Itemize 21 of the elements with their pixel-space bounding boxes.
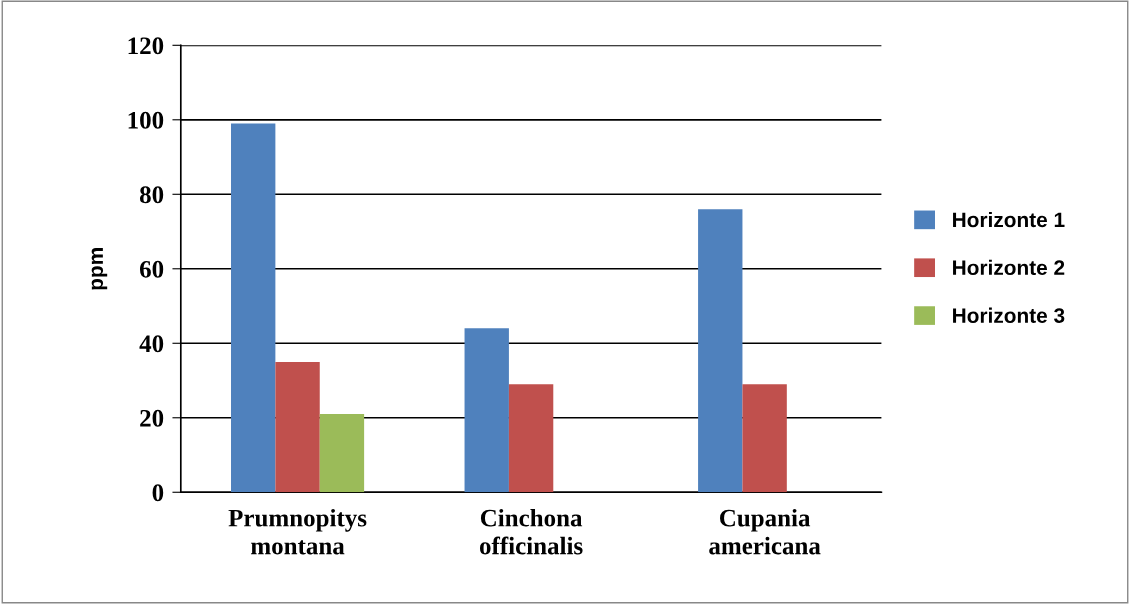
y-axis-title: ppm	[91, 248, 108, 290]
y-tick-label: 40	[139, 335, 164, 353]
bar	[508, 384, 554, 493]
y-tick-label: 20	[140, 409, 164, 427]
x-tick-label: Prumnopitys montana	[228, 508, 367, 555]
y-tick-label: 60	[139, 260, 164, 278]
x-tick-label: Cinchona officinalis	[479, 508, 583, 555]
bar	[742, 384, 787, 493]
y-tick-label: 100	[128, 111, 164, 129]
legend-label: Horizonte 2	[953, 259, 1065, 276]
y-tick-label: 120	[128, 37, 164, 55]
bar	[464, 328, 509, 493]
bar	[275, 361, 320, 493]
bar	[319, 414, 365, 493]
legend-label: Horizonte 1	[953, 211, 1065, 228]
x-tick-label: Cupania americana	[709, 508, 821, 555]
y-tick-label: 80	[139, 186, 164, 204]
bar	[698, 209, 743, 493]
legend-label: Horizonte 3	[953, 307, 1065, 323]
bar	[231, 123, 276, 493]
y-tick-label: 0	[152, 484, 164, 502]
